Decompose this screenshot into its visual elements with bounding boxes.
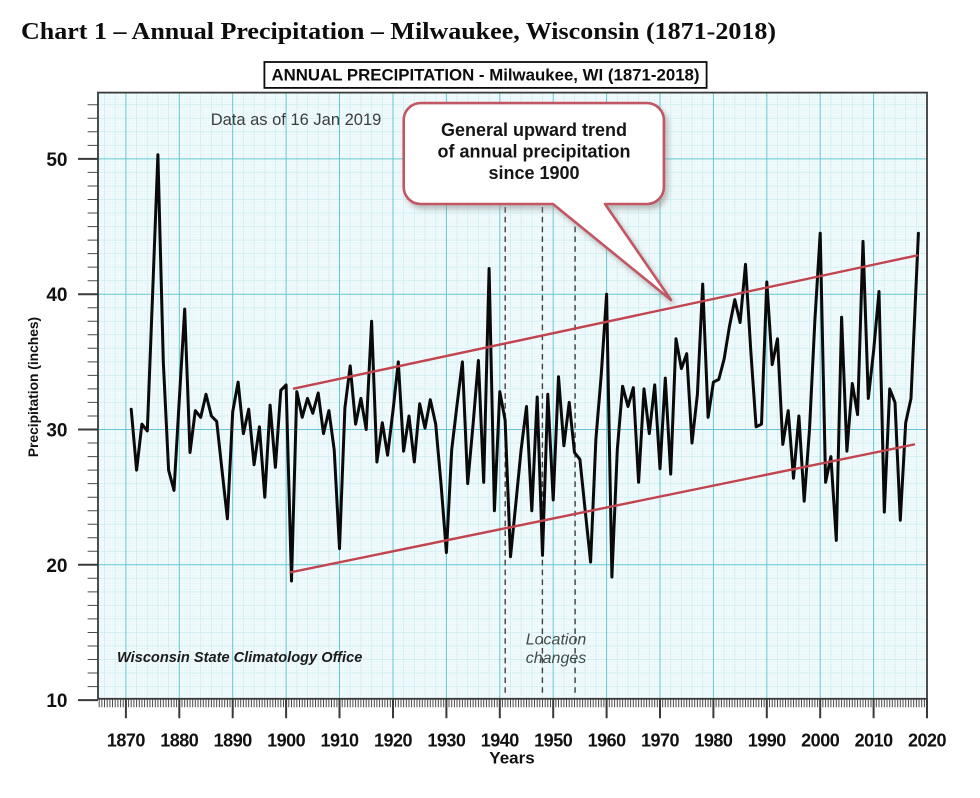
svg-text:2020: 2020 xyxy=(908,731,947,751)
svg-text:of annual precipitation: of annual precipitation xyxy=(437,142,630,162)
svg-text:1910: 1910 xyxy=(320,731,359,751)
svg-text:Precipitation (inches): Precipitation (inches) xyxy=(26,317,41,457)
svg-text:10: 10 xyxy=(46,691,67,712)
svg-text:Chart 1 – Annual Precipitation: Chart 1 – Annual Precipitation – Milwauk… xyxy=(21,18,776,45)
svg-text:1980: 1980 xyxy=(694,731,733,751)
svg-text:Location: Location xyxy=(526,632,587,649)
svg-text:Years: Years xyxy=(489,749,534,768)
svg-text:1960: 1960 xyxy=(588,731,627,751)
svg-text:1920: 1920 xyxy=(374,731,413,751)
svg-text:30: 30 xyxy=(46,421,67,442)
svg-text:1890: 1890 xyxy=(214,731,253,751)
svg-text:changes: changes xyxy=(526,650,587,667)
svg-text:40: 40 xyxy=(46,285,67,306)
svg-text:2010: 2010 xyxy=(855,731,894,751)
svg-text:1870: 1870 xyxy=(107,731,146,751)
svg-text:1950: 1950 xyxy=(534,731,573,751)
svg-text:1970: 1970 xyxy=(641,731,680,751)
svg-text:General upward trend: General upward trend xyxy=(441,120,627,140)
svg-text:1990: 1990 xyxy=(748,731,787,751)
svg-text:1900: 1900 xyxy=(267,731,306,751)
svg-text:1930: 1930 xyxy=(427,731,466,751)
svg-text:20: 20 xyxy=(46,556,67,577)
svg-text:1880: 1880 xyxy=(160,731,199,751)
svg-text:Wisconsin State Climatology Of: Wisconsin State Climatology Office xyxy=(117,650,362,666)
svg-text:since 1900: since 1900 xyxy=(488,163,579,183)
svg-text:1940: 1940 xyxy=(481,731,520,751)
svg-text:2000: 2000 xyxy=(801,731,840,751)
svg-text:50: 50 xyxy=(46,150,67,171)
svg-text:ANNUAL PRECIPITATION - Milwauk: ANNUAL PRECIPITATION - Milwaukee, WI (18… xyxy=(272,67,700,85)
svg-text:Data as of 16 Jan 2019: Data as of 16 Jan 2019 xyxy=(211,111,382,129)
